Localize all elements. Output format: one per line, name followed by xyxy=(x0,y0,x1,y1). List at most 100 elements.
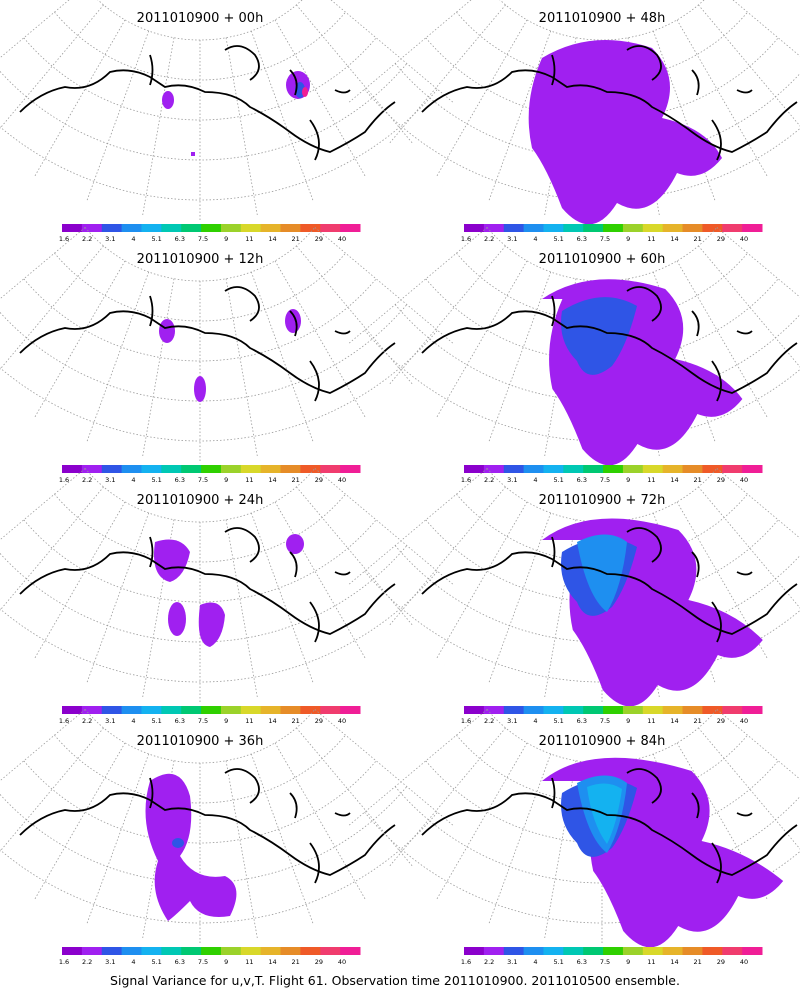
colorbar-tick-label: 29 xyxy=(315,476,323,484)
colorbar-swatch xyxy=(300,947,321,955)
colorbar-tick-label: 3.1 xyxy=(105,476,115,484)
colorbar-tick-label: 9 xyxy=(224,476,228,484)
colorbar-swatch xyxy=(201,465,222,473)
colorbar-swatch xyxy=(181,465,202,473)
colorbar-tick-label: 6.3 xyxy=(577,717,587,725)
colorbar-swatch xyxy=(181,224,202,232)
colorbar-swatch xyxy=(622,224,644,232)
colorbar-tick-label: 29 xyxy=(315,958,323,966)
colorbar-swatch xyxy=(260,706,282,714)
colorbar-tick-label: 6.3 xyxy=(577,235,587,243)
coastline xyxy=(19,45,396,161)
map-panel-84h: 2011010900 + 84h 1.6 2.2 3.1 4 5.1 6.3 7.5 9 11 14… xyxy=(348,709,800,966)
colorbar-tick-label: 3.1 xyxy=(507,958,517,966)
colorbar-swatch xyxy=(622,706,644,714)
colorbar-swatch xyxy=(300,465,321,473)
colorbar-tick-label: 21 xyxy=(292,717,300,725)
colorbar-tick-label: 1.6 xyxy=(461,717,471,725)
colorbar-swatch xyxy=(81,706,103,714)
colorbar-swatch xyxy=(503,706,525,714)
colorbar-tick-label: 5.1 xyxy=(553,958,563,966)
colorbar: 1.6 2.2 3.1 4 5.1 6.3 7.5 9 11 14 21 29 40 xyxy=(461,465,763,484)
colorbar-swatch xyxy=(62,465,83,473)
colorbar-swatch xyxy=(62,706,83,714)
map-panel-36h: 2011010900 + 36h 1.6 2.2 3.1 4 5.1 6.3 7.5 9 11 14… xyxy=(0,709,454,966)
colorbar-swatch xyxy=(141,224,162,232)
colorbar-swatch xyxy=(340,706,361,714)
colorbar-tick-label: 1.6 xyxy=(461,958,471,966)
colorbar-swatch xyxy=(523,465,544,473)
colorbar-tick-label: 9 xyxy=(224,958,228,966)
colorbar-tick-label: 11 xyxy=(245,476,253,484)
colorbar-tick-label: 14 xyxy=(268,958,276,966)
colorbar-tick-label: 5.1 xyxy=(553,235,563,243)
colorbar: 1.6 2.2 3.1 4 5.1 6.3 7.5 9 11 14 21 29 40 xyxy=(461,706,763,725)
colorbar-swatch xyxy=(722,706,743,714)
colorbar-swatch xyxy=(220,706,242,714)
colorbar-swatch xyxy=(81,224,103,232)
colorbar-tick-label: 21 xyxy=(292,958,300,966)
colorbar-tick-label: 2.2 xyxy=(82,476,92,484)
colorbar-tick-label: 7.5 xyxy=(198,717,208,725)
colorbar-tick-label: 6.3 xyxy=(577,476,587,484)
colorbar-swatch xyxy=(662,706,684,714)
colorbar-swatch xyxy=(101,947,123,955)
colorbar-swatch xyxy=(220,465,242,473)
variance-field xyxy=(159,309,301,402)
colorbar-tick-label: 5.1 xyxy=(151,958,161,966)
colorbar-tick-label: 1.6 xyxy=(461,476,471,484)
colorbar-swatch xyxy=(161,465,182,473)
colorbar-swatch xyxy=(583,947,604,955)
colorbar-tick-label: 5.1 xyxy=(151,235,161,243)
colorbar-swatch xyxy=(483,947,505,955)
panel-title: 2011010900 + 72h xyxy=(539,493,666,508)
colorbar-swatch xyxy=(742,224,763,232)
colorbar-swatch xyxy=(603,947,624,955)
colorbar-swatch xyxy=(603,224,624,232)
colorbar-swatch xyxy=(62,947,83,955)
colorbar-tick-label: 3.1 xyxy=(507,717,517,725)
colorbar-swatch xyxy=(141,465,162,473)
panel-title: 2011010900 + 36h xyxy=(137,734,264,749)
colorbar-swatch xyxy=(81,465,103,473)
panel-title: 2011010900 + 60h xyxy=(539,252,666,267)
colorbar-tick-label: 40 xyxy=(338,717,346,725)
colorbar-swatch xyxy=(260,465,282,473)
variance-field xyxy=(162,71,310,156)
coastline xyxy=(19,768,396,884)
colorbar-swatch xyxy=(742,465,763,473)
colorbar-swatch xyxy=(201,947,222,955)
colorbar-swatch xyxy=(320,706,341,714)
colorbar-swatch xyxy=(320,224,341,232)
colorbar-swatch xyxy=(662,224,684,232)
colorbar-tick-label: 11 xyxy=(245,717,253,725)
colorbar-tick-label: 14 xyxy=(670,717,678,725)
colorbar-swatch xyxy=(464,706,485,714)
colorbar-swatch xyxy=(62,224,83,232)
colorbar-swatch xyxy=(161,706,182,714)
colorbar-tick-label: 29 xyxy=(315,235,323,243)
colorbar-tick-label: 7.5 xyxy=(600,476,610,484)
colorbar-tick-label: 14 xyxy=(268,476,276,484)
colorbar-tick-label: 3.1 xyxy=(105,717,115,725)
colorbar-tick-label: 2.2 xyxy=(484,717,494,725)
colorbar-tick-label: 7.5 xyxy=(198,235,208,243)
colorbar-tick-label: 11 xyxy=(647,717,655,725)
colorbar-tick-label: 1.6 xyxy=(59,717,69,725)
colorbar-tick-label: 4 xyxy=(131,476,135,484)
colorbar-tick-label: 21 xyxy=(694,235,702,243)
panel-title: 2011010900 + 84h xyxy=(539,734,666,749)
map-panel-00h: 2011010900 + 00h 1.6 2.2 3.1 4 5.1 6.3 7.5 9 11 14… xyxy=(0,0,454,243)
colorbar-tick-label: 5.1 xyxy=(151,717,161,725)
colorbar-swatch xyxy=(583,224,604,232)
colorbar-swatch xyxy=(483,706,505,714)
colorbar-swatch xyxy=(543,947,564,955)
colorbar-swatch xyxy=(240,465,262,473)
colorbar-swatch xyxy=(240,224,262,232)
colorbar-tick-label: 40 xyxy=(338,958,346,966)
colorbar-tick-label: 3.1 xyxy=(507,235,517,243)
colorbar-swatch xyxy=(603,465,624,473)
graticule xyxy=(0,0,454,220)
colorbar-swatch xyxy=(464,465,485,473)
colorbar-tick-label: 6.3 xyxy=(175,476,185,484)
